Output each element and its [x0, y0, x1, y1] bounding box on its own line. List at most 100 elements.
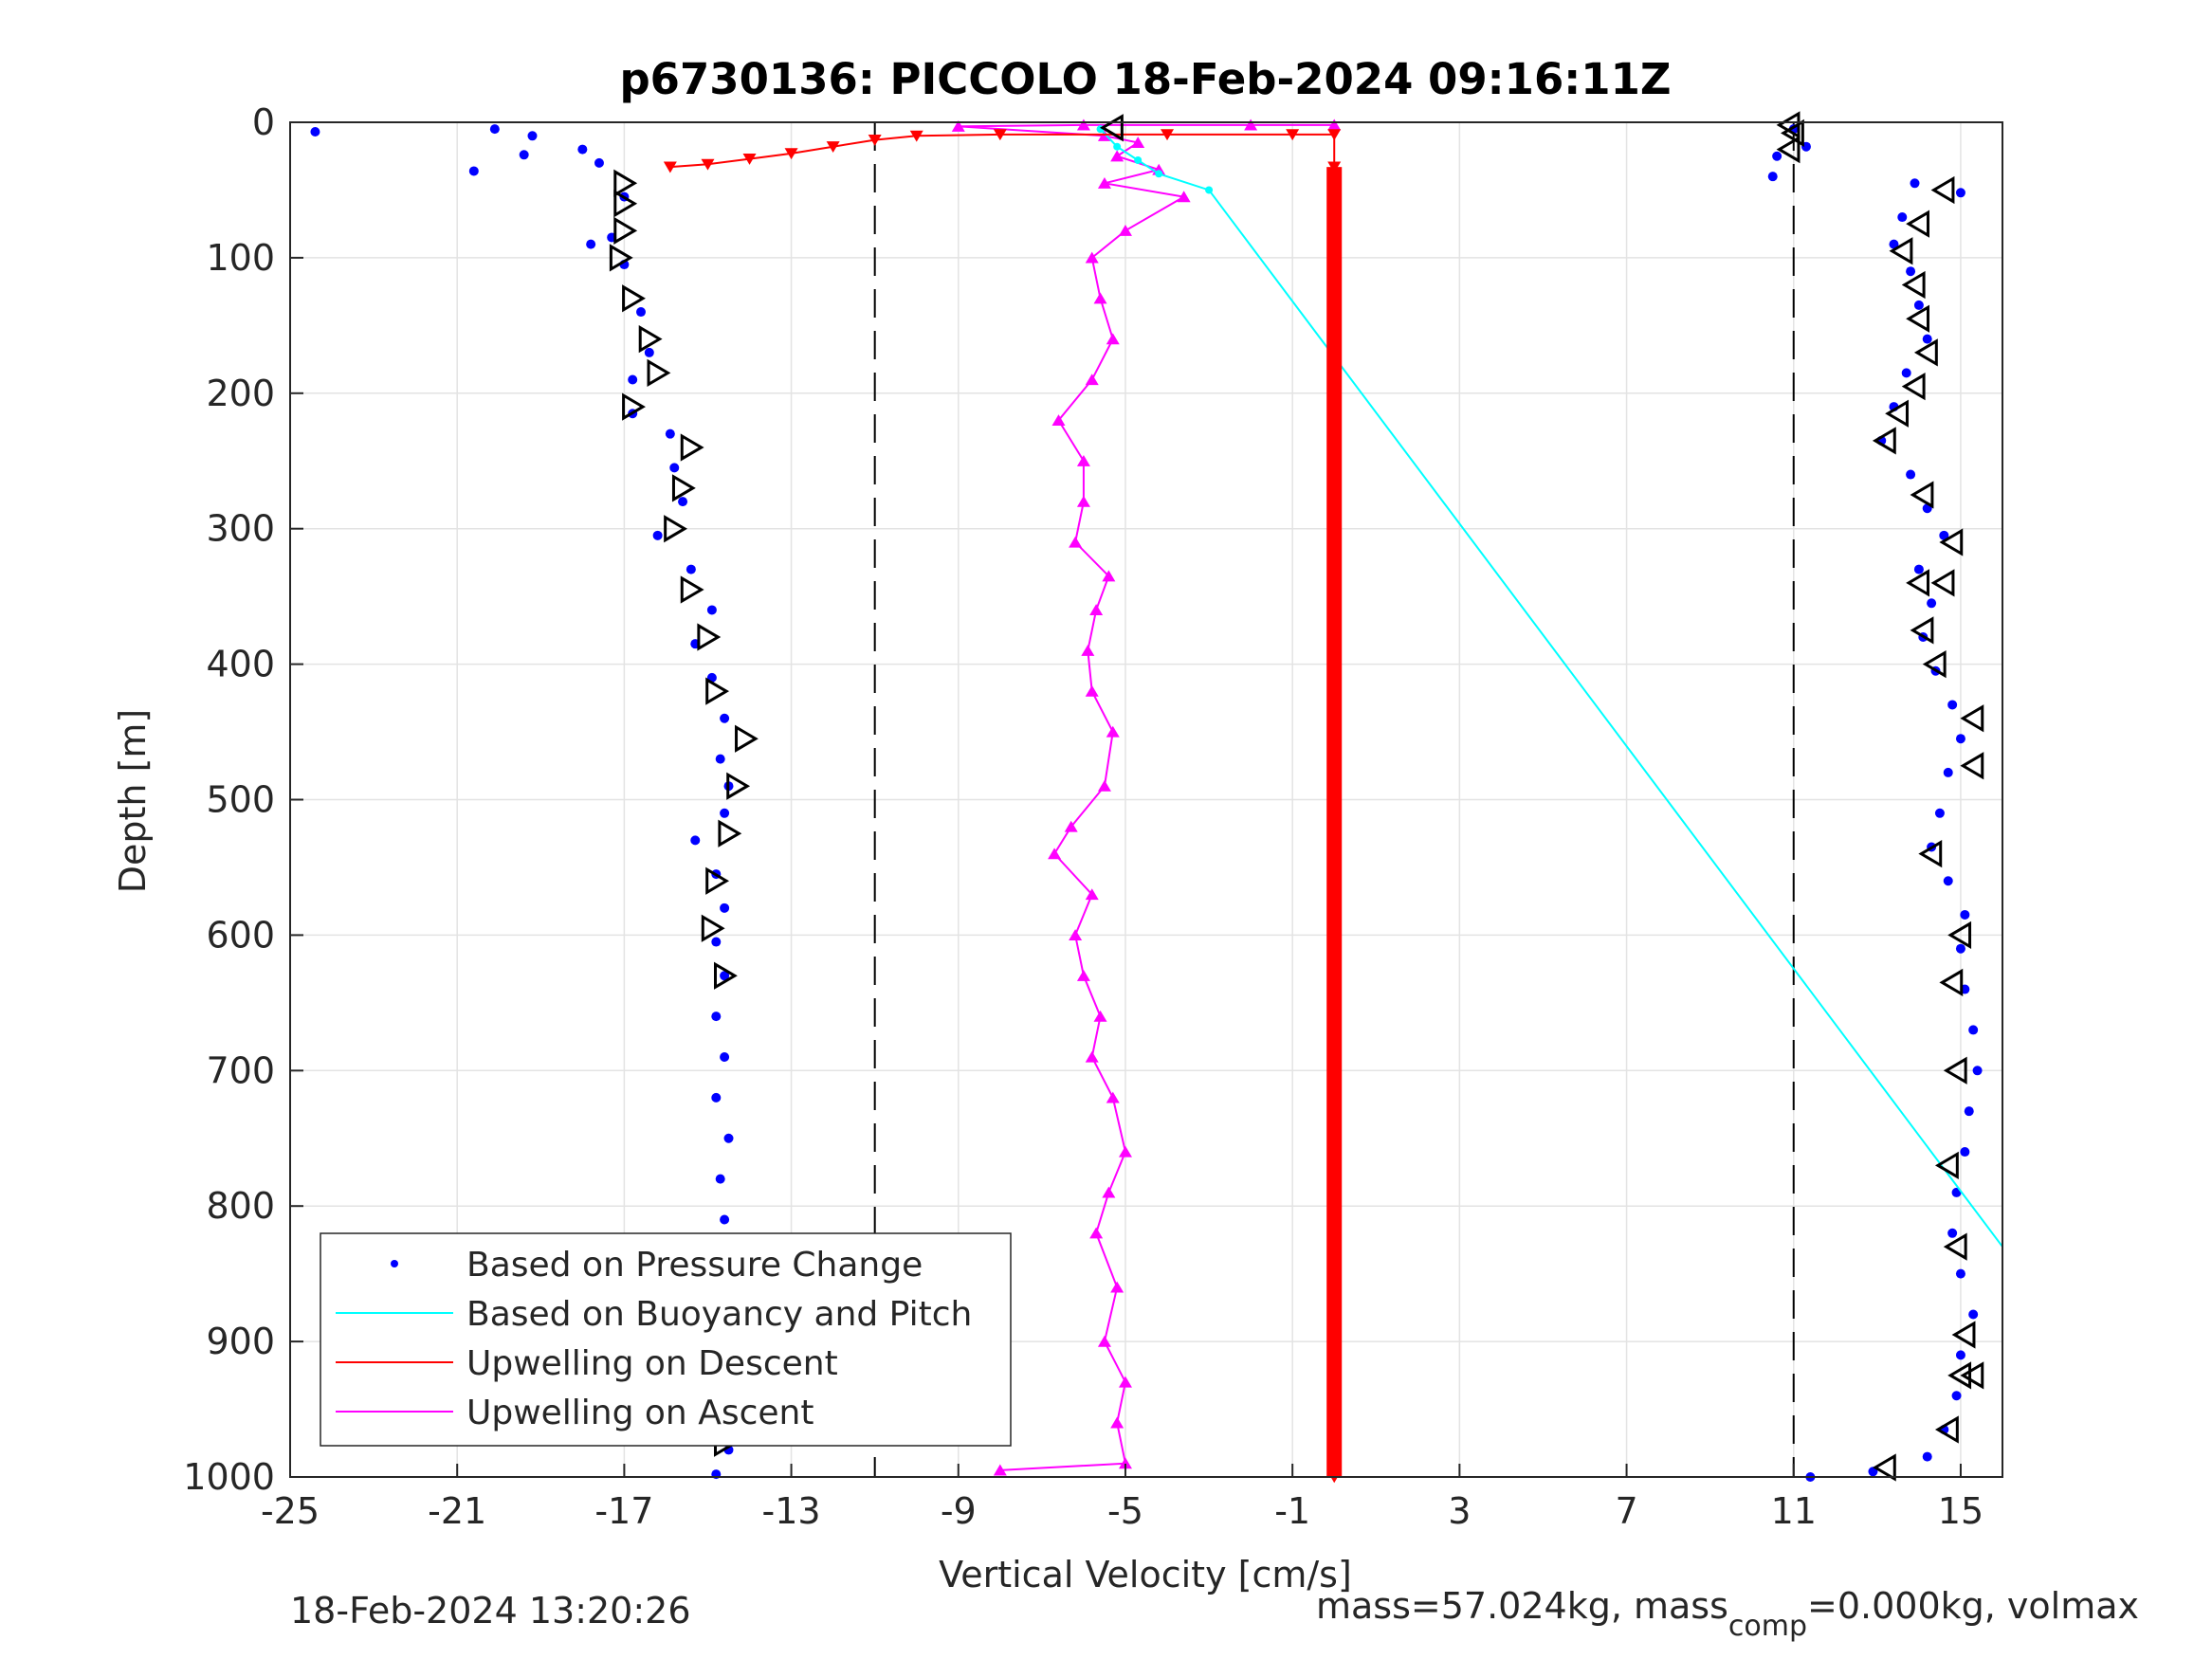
pressure-change-point [1889, 239, 1899, 249]
upwelling-ascent-point [1051, 414, 1066, 426]
upwelling-ascent-point [1085, 888, 1099, 901]
legend-label-upwelling-ascent: Upwelling on Ascent [466, 1394, 814, 1432]
pressure-change-point [1947, 1228, 1958, 1238]
descent-triangle-marker [735, 724, 759, 753]
upwelling-ascent-point [951, 119, 965, 132]
descent-triangle-marker [680, 575, 704, 604]
ascent-triangle-marker [1901, 270, 1926, 300]
pressure-change-point [1922, 334, 1932, 344]
pressure-change-point [1901, 368, 1911, 378]
pressure-change-point [678, 497, 688, 507]
upwelling-descent-point [784, 148, 798, 160]
mass-comp-text: =0.000kg, volmax [1807, 1585, 2139, 1627]
pressure-change-point [669, 463, 680, 473]
descent-triangle-marker [638, 325, 663, 354]
upwelling-ascent-point [1106, 725, 1120, 738]
descent-triangle-marker [613, 169, 638, 197]
ascent-triangle-marker [1939, 528, 1964, 556]
y-tick-label: 100 [206, 237, 275, 279]
y-tick-label: 500 [206, 779, 275, 821]
upwelling-ascent-point [1069, 929, 1083, 940]
ascent-triangle-marker [1943, 1056, 1967, 1085]
upwelling-ascent-point [1110, 150, 1124, 162]
pressure-change-point [1922, 1451, 1932, 1462]
upwelling-ascent-point [1076, 454, 1090, 466]
descent-triangle-marker [718, 819, 742, 848]
mass-subscript: comp [1728, 1610, 1807, 1643]
pressure-change-point [723, 1133, 734, 1143]
upwelling-descent-column [1326, 167, 1343, 1478]
upwelling-ascent-point [1118, 1376, 1132, 1388]
upwelling-ascent-point [1097, 779, 1111, 792]
upwelling-ascent-point [1093, 292, 1107, 304]
x-tick-label: 7 [1615, 1490, 1637, 1532]
axis-ticks: -25 -21 -17 -13 -9 -5 -1 3 7 11 150100200300400500… [183, 101, 1983, 1532]
buoyancy-pitch-point [1134, 156, 1143, 165]
upwelling-ascent-point [1085, 374, 1099, 386]
upwelling-ascent-point [1089, 604, 1104, 616]
descent-triangle-marker [680, 433, 704, 462]
ascent-triangle-marker [1913, 338, 1938, 367]
upwelling-ascent-point [1076, 495, 1090, 507]
x-tick-label: -9 [941, 1490, 977, 1532]
ascent-triangle-marker [1906, 569, 1930, 597]
ascent-triangle-marker [1910, 481, 1934, 509]
descent-triangle-marker [622, 392, 646, 421]
y-tick-label: 700 [206, 1049, 275, 1091]
upwelling-descent-point [909, 130, 923, 142]
upwelling-ascent-point [1076, 118, 1090, 131]
upwelling-descent-point [868, 134, 882, 146]
pressure-change-point [720, 971, 730, 981]
pressure-change-point [720, 1214, 730, 1225]
pressure-change-point [1968, 1025, 1979, 1035]
upwelling-ascent-point [1102, 570, 1116, 582]
chart-title: p6730136: PICCOLO 18-Feb-2024 09:16:11Z [619, 54, 1671, 104]
ascent-triangle-marker [1939, 968, 1964, 997]
pressure-change-point [711, 1092, 722, 1103]
descent-triangle-marker [705, 866, 730, 895]
y-tick-label: 200 [206, 373, 275, 414]
pressure-change-point [1955, 1268, 1965, 1279]
upwelling-ascent-point [1069, 536, 1083, 548]
upwelling-ascent-point [1064, 820, 1078, 832]
y-tick-label: 600 [206, 914, 275, 956]
upwelling-descent-point [663, 161, 677, 173]
x-tick-label: 11 [1771, 1490, 1817, 1532]
pressure-change-point [1955, 1350, 1965, 1360]
pressure-change-point [1947, 700, 1958, 710]
descent-triangle-marker [622, 284, 646, 313]
pressure-change-point [720, 1052, 730, 1063]
pressure-change-point [1943, 767, 1953, 777]
upwelling-descent-point [993, 129, 1007, 141]
descent-triangle-marker [697, 623, 722, 651]
y-tick-label: 800 [206, 1185, 275, 1227]
ascent-triangle-marker [1947, 1361, 1972, 1390]
pressure-change-point [1934, 808, 1945, 818]
upwelling-ascent-point [1106, 1091, 1120, 1103]
buoyancy-pitch-point [1205, 186, 1214, 194]
pressure-change-point [310, 127, 320, 137]
upwelling-ascent-point [1085, 251, 1099, 264]
pressure-change-point [1910, 178, 1920, 189]
ascent-triangle-marker [1885, 399, 1909, 428]
x-tick-label: -5 [1107, 1490, 1143, 1532]
pressure-change-point [468, 166, 479, 176]
pressure-change-point [1960, 909, 1970, 920]
descent-triangle-marker [613, 190, 638, 218]
ascent-triangle-marker [1889, 237, 1913, 265]
upwelling-ascent-point [1097, 1335, 1111, 1347]
pressure-change-point [720, 902, 730, 913]
upwelling-ascent-point [1118, 1457, 1132, 1469]
upwelling-ascent-point [1089, 1227, 1104, 1239]
pressure-change-point [711, 937, 722, 947]
y-tick-label: 0 [252, 101, 275, 143]
descent-triangle-marker [609, 244, 633, 272]
ascent-triangle-marker [1910, 616, 1934, 645]
pressure-change-point [594, 157, 604, 168]
pressure-change-point [1960, 1147, 1970, 1158]
x-tick-label: -21 [428, 1490, 486, 1532]
x-tick-label: 3 [1448, 1490, 1471, 1532]
buoyancy-pitch-point [1113, 142, 1122, 151]
ascent-triangle-marker [1934, 1151, 1959, 1179]
x-tick-label: 15 [1938, 1490, 1983, 1532]
